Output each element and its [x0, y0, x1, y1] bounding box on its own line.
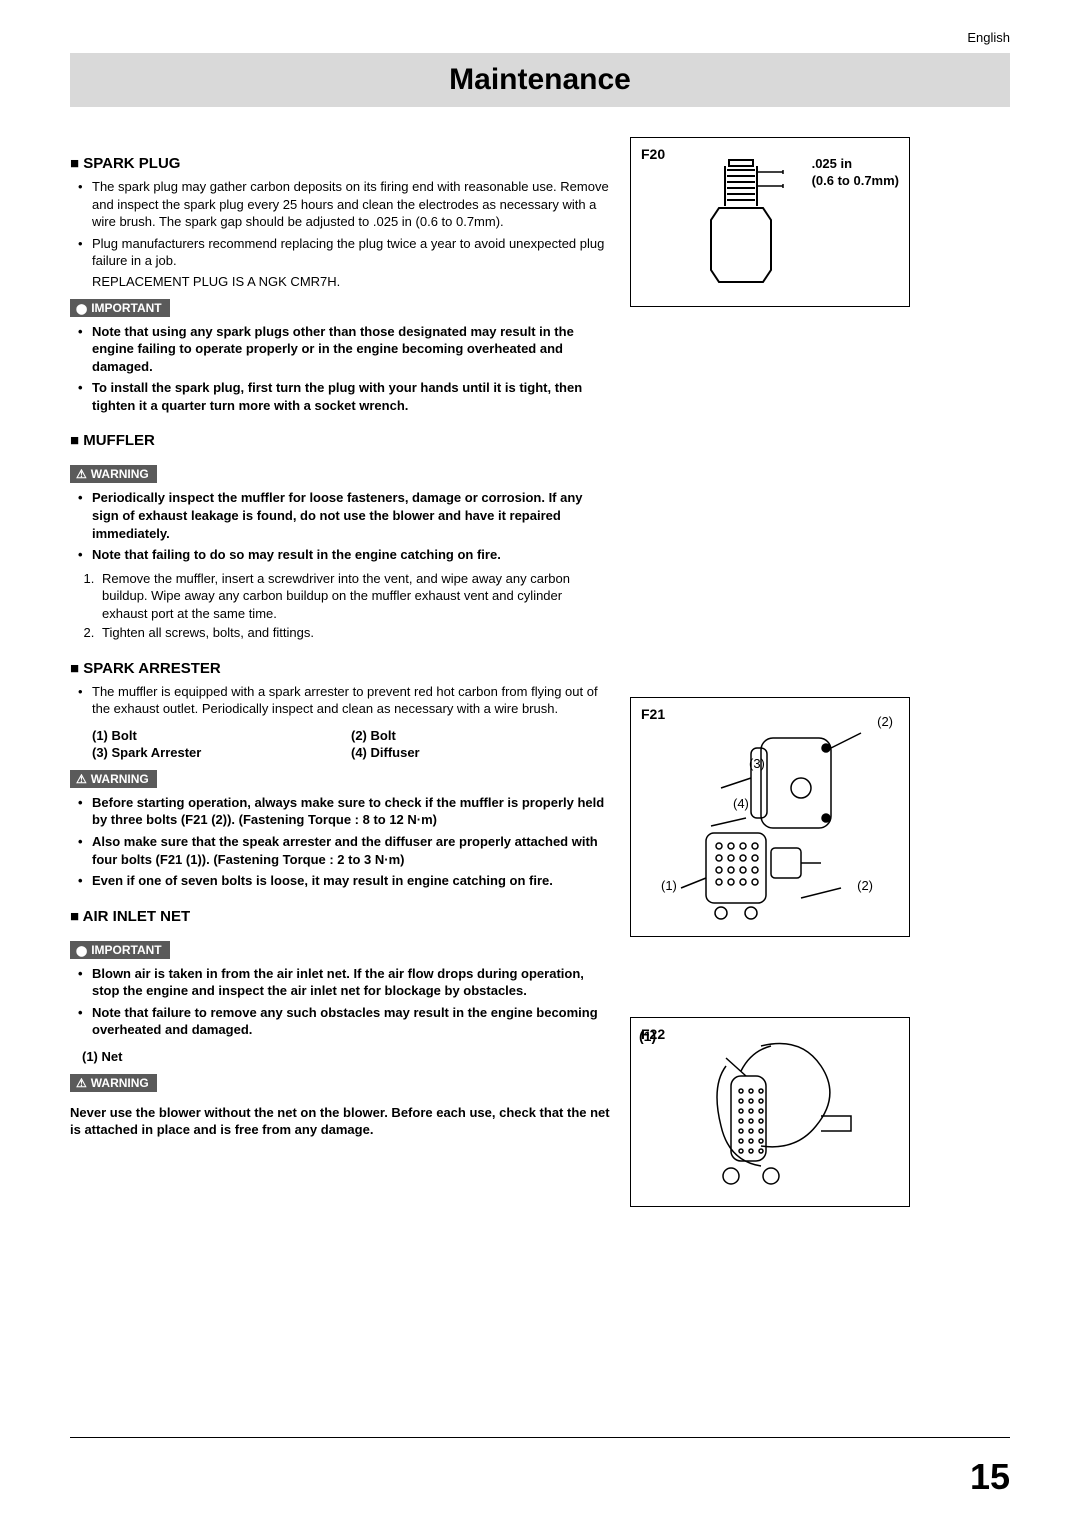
figure-annotation: (4) [733, 796, 749, 811]
warning-badge: WARNING [70, 1074, 157, 1092]
list-item: To install the spark plug, first turn th… [82, 379, 610, 414]
list-item: Note that failure to remove any such obs… [82, 1004, 610, 1039]
list-item: Tighten all screws, bolts, and fittings. [98, 624, 610, 642]
figure-annotation: (2) [857, 878, 873, 893]
legend-item: (3) Spark Arrester [92, 745, 351, 760]
air-inlet-important-bullets: Blown air is taken in from the air inlet… [70, 965, 610, 1039]
legend-item: (1) Bolt [92, 728, 351, 743]
list-item: Periodically inspect the muffler for loo… [82, 489, 610, 542]
spark-arrester-bullets: The muffler is equipped with a spark arr… [70, 683, 610, 718]
language-label: English [70, 30, 1010, 45]
figure-f22: F22 (1) [630, 1017, 910, 1207]
list-item: Remove the muffler, insert a screwdriver… [98, 570, 610, 623]
legend-item: (4) Diffuser [351, 745, 610, 760]
list-item: Before starting operation, always make s… [82, 794, 610, 829]
divider [70, 1437, 1010, 1438]
heading-air-inlet: AIR INLET NET [70, 908, 610, 925]
right-column: F20 .025 in (0.6 to 0.7mm) F21 [630, 137, 910, 1207]
spark-plug-important-bullets: Note that using any spark plugs other th… [70, 323, 610, 415]
list-item: The muffler is equipped with a spark arr… [82, 683, 610, 718]
content-area: SPARK PLUG The spark plug may gather car… [70, 137, 1010, 1207]
figure-spec: .025 in (0.6 to 0.7mm) [812, 156, 899, 190]
important-badge: IMPORTANT [70, 941, 170, 959]
figure-label: F20 [641, 146, 665, 162]
muffler-steps: Remove the muffler, insert a screwdriver… [70, 570, 610, 642]
list-item: Blown air is taken in from the air inlet… [82, 965, 610, 1000]
title-bar: Maintenance [70, 53, 1010, 107]
net-label: (1) Net [70, 1049, 610, 1064]
replacement-plug-text: REPLACEMENT PLUG IS A NGK CMR7H. [70, 274, 610, 289]
warning-badge: WARNING [70, 465, 157, 483]
legend-item: (2) Bolt [351, 728, 610, 743]
list-item: Even if one of seven bolts is loose, it … [82, 872, 610, 890]
page-number: 15 [970, 1456, 1010, 1498]
heading-spark-arrester: SPARK ARRESTER [70, 660, 610, 677]
list-item: The spark plug may gather carbon deposit… [82, 178, 610, 231]
figure-f20: F20 .025 in (0.6 to 0.7mm) [630, 137, 910, 307]
figure-annotation: (3) [749, 756, 765, 771]
figure-annotation: (1) [661, 878, 677, 893]
spark-plug-icon [681, 156, 801, 296]
spark-arrester-warning-bullets: Before starting operation, always make s… [70, 794, 610, 890]
spark-plug-bullets: The spark plug may gather carbon deposit… [70, 178, 610, 270]
important-badge: IMPORTANT [70, 299, 170, 317]
heading-muffler: MUFFLER [70, 432, 610, 449]
figure-f21: F21 (2) (3) (4) (1 [630, 697, 910, 937]
figure-annotation: (2) [877, 714, 893, 729]
list-item: Note that failing to do so may result in… [82, 546, 610, 564]
muffler-warning-bullets: Periodically inspect the muffler for loo… [70, 489, 610, 563]
blower-diagram-icon [671, 1036, 881, 1196]
spec-line: (0.6 to 0.7mm) [812, 173, 899, 188]
left-column: SPARK PLUG The spark plug may gather car… [70, 137, 610, 1207]
spec-line: .025 in [812, 156, 852, 171]
air-inlet-warning-text: Never use the blower without the net on … [70, 1104, 610, 1139]
muffler-diagram-icon [651, 718, 891, 928]
heading-spark-plug: SPARK PLUG [70, 155, 610, 172]
page-title: Maintenance [70, 63, 1010, 97]
list-item: Note that using any spark plugs other th… [82, 323, 610, 376]
legend-grid: (1) Bolt (2) Bolt (3) Spark Arrester (4)… [70, 728, 610, 760]
warning-badge: WARNING [70, 770, 157, 788]
list-item: Plug manufacturers recommend replacing t… [82, 235, 610, 270]
figure-label: F22 [641, 1026, 665, 1042]
list-item: Also make sure that the speak arrester a… [82, 833, 610, 868]
